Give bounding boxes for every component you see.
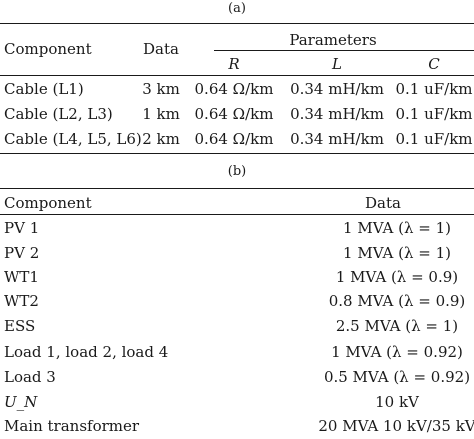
table-b-value: 1 MVA (λ = 0.92) xyxy=(331,343,463,361)
table-a-header-data: Data xyxy=(143,40,179,58)
table-a-length: 3 km xyxy=(142,80,180,98)
table-a-component: Cable (L4, L5, L6) xyxy=(4,130,142,148)
table-b-value: 1 MVA (λ = 0.9) xyxy=(335,268,459,286)
table-b-component: WT2 xyxy=(4,292,39,310)
table-b-value: 0.5 MVA (λ = 0.92) xyxy=(323,368,471,386)
table-b-component: Main transformer xyxy=(4,417,140,435)
table-a-r-value: 0.64 Ω/km xyxy=(194,105,274,123)
table-a-header-component: Component xyxy=(4,40,92,58)
table-a-header-parameters: Parameters xyxy=(289,31,377,49)
table-b-header-rule xyxy=(0,214,474,215)
table-a-l-value: 0.34 mH/km xyxy=(290,130,384,148)
table-b-component: Load 1, load 2, load 4 xyxy=(4,343,169,361)
table-b-component: Load 3 xyxy=(4,368,56,386)
table-b-value: 20 MVA 10 kV/35 kV xyxy=(318,417,474,435)
table-a-header-l: L xyxy=(332,55,342,73)
table-b-component: ESS xyxy=(4,317,36,335)
table-b-component: PV 2 xyxy=(4,244,40,262)
table-a-header-c: C xyxy=(428,55,440,73)
table-b-value: 1 MVA (λ = 1) xyxy=(343,219,451,237)
table-b-component-un: U_N xyxy=(4,393,38,411)
table-b-component: WT1 xyxy=(4,268,39,286)
table-b-value: 10 kV xyxy=(375,393,419,411)
table-a-c-value: 0.1 uF/km xyxy=(395,80,473,98)
table-a-c-value: 0.1 uF/km xyxy=(395,130,473,148)
table-a-caption: (a) xyxy=(228,1,246,16)
table-b-component: PV 1 xyxy=(4,219,40,237)
table-a-r-value: 0.64 Ω/km xyxy=(194,130,274,148)
table-a-bottom-rule xyxy=(0,153,474,154)
table-a-header-r: R xyxy=(228,55,240,73)
table-a-length: 1 km xyxy=(142,105,180,123)
table-b-value: 2.5 MVA (λ = 1) xyxy=(335,317,459,335)
table-a-length: 2 km xyxy=(142,130,180,148)
table-a-parameters-rule xyxy=(214,50,474,51)
table-a-header-rule xyxy=(0,75,474,76)
table-b-header-component: Component xyxy=(4,194,92,212)
table-b-caption: (b) xyxy=(227,164,247,179)
table-b-header-data: Data xyxy=(365,194,401,212)
table-b-value: 0.8 MVA (λ = 0.9) xyxy=(328,292,466,310)
table-a-c-value: 0.1 uF/km xyxy=(395,105,473,123)
table-b-value: 1 MVA (λ = 1) xyxy=(343,244,451,262)
table-a-top-rule xyxy=(0,23,474,24)
table-a-l-value: 0.34 mH/km xyxy=(290,105,384,123)
table-a-l-value: 0.34 mH/km xyxy=(290,80,384,98)
table-b-top-rule xyxy=(0,188,474,189)
table-a-component: Cable (L2, L3) xyxy=(4,105,113,123)
table-a-component: Cable (L1) xyxy=(4,80,84,98)
table-a-r-value: 0.64 Ω/km xyxy=(194,80,274,98)
